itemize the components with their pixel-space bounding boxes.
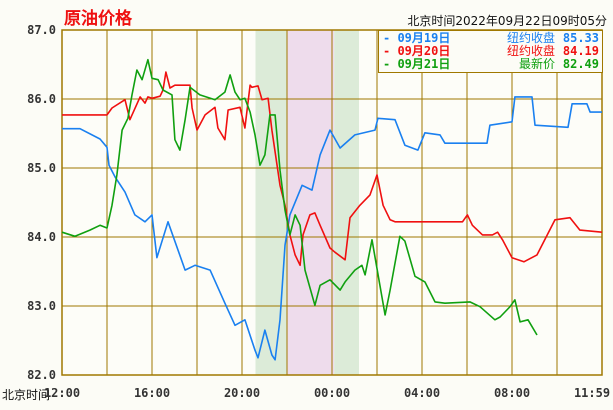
- y-tick-label: 83.0: [27, 299, 56, 313]
- chart-title: 原油价格: [64, 9, 132, 29]
- legend-value: 82.49: [562, 57, 599, 71]
- legend-date: - 09月20日: [383, 44, 451, 58]
- x-tick-label: 08:00: [493, 386, 531, 400]
- legend-value: 85.33: [562, 31, 599, 45]
- y-tick-label: 87.0: [27, 23, 56, 37]
- x-tick-label: 00:00: [313, 386, 351, 400]
- x-tick-label: 20:00: [223, 386, 261, 400]
- y-tick-label: 82.0: [27, 368, 56, 382]
- session-band: [287, 30, 335, 375]
- legend-note: 纽约收盘: [506, 31, 555, 45]
- legend-item: - 09月20日 纽约收盘 84.19: [379, 45, 602, 58]
- series-line-09月21日: [61, 58, 538, 336]
- legend-item: - 09月19日 纽约收盘 85.33: [379, 32, 602, 45]
- y-tick-label: 85.0: [27, 161, 56, 175]
- legend-note: 最新价: [518, 57, 555, 71]
- x-tick-label: 16:00: [133, 386, 171, 400]
- x-axis-label: 北京时间: [2, 388, 51, 402]
- series-line-09月19日: [62, 96, 602, 361]
- legend-value: 84.19: [562, 44, 599, 58]
- legend-date: - 09月19日: [383, 31, 451, 45]
- session-band: [334, 30, 359, 375]
- legend-note: 纽约收盘: [506, 44, 555, 58]
- legend-date: - 09月21日: [383, 57, 451, 71]
- legend-item: - 09月21日 最新价 82.49: [379, 58, 602, 71]
- legend: - 09月19日 纽约收盘 85.33 - 09月20日 纽约收盘 84.19 …: [378, 30, 603, 73]
- x-tick-label: 11:59: [573, 386, 611, 400]
- x-tick-label: 04:00: [403, 386, 441, 400]
- session-band: [255, 30, 287, 375]
- x-tick-label: 12:00: [43, 386, 81, 400]
- y-tick-label: 84.0: [27, 230, 56, 244]
- plot-border: [61, 29, 603, 376]
- timestamp: 北京时间2022年09月22日09时05分: [407, 14, 607, 28]
- y-tick-label: 86.0: [27, 92, 56, 106]
